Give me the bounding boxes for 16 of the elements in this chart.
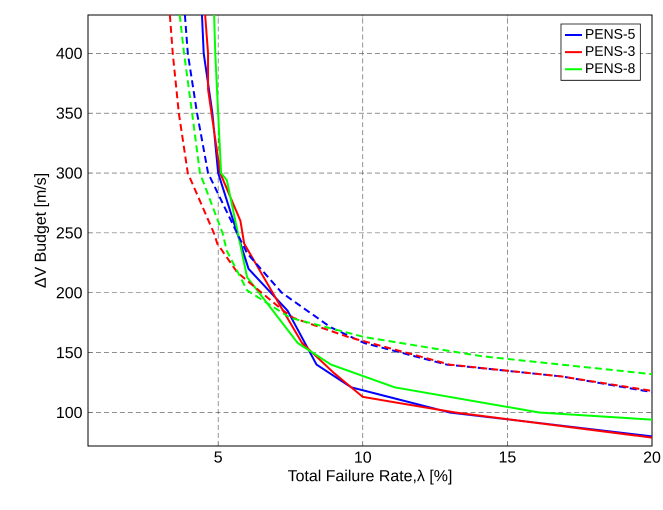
y-tick-label: 350 [56, 108, 82, 119]
y-axis-title: ΔV Budget [m/s] [34, 174, 50, 288]
x-axis-title: Total Failure Rate,λ [%] [288, 470, 452, 484]
y-tick-label: 150 [57, 346, 82, 358]
x-tick-label: 15 [500, 451, 516, 463]
y-tick-label: 250 [56, 227, 82, 239]
y-tick-label: 400 [56, 48, 82, 59]
legend-label: PENS-8 [586, 63, 635, 74]
x-tick-label: 10 [355, 452, 372, 463]
legend-label: PENS-5 [586, 28, 635, 39]
legend-label: PENS-3 [586, 46, 635, 56]
y-tick-label: 200 [56, 287, 82, 298]
x-tick-label: 5 [214, 451, 222, 463]
y-tick-label: 100 [57, 406, 82, 418]
y-tick-label: 300 [56, 167, 82, 179]
x-tick-label: 20 [644, 452, 660, 463]
